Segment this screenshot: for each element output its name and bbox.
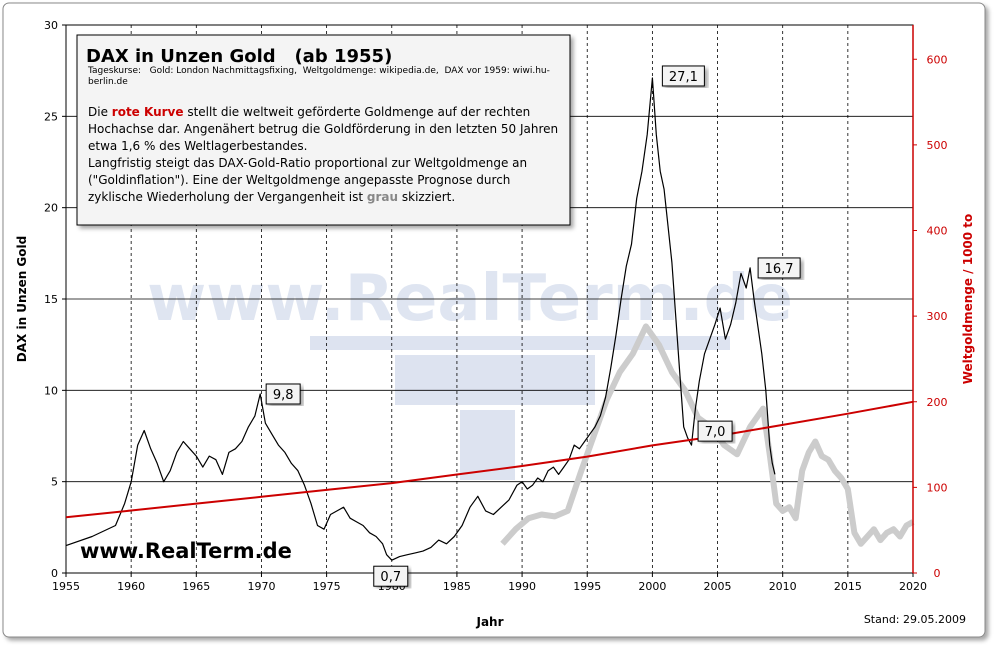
x-tick-label: 1960 [117, 580, 145, 593]
annotation-box [757, 257, 801, 279]
x-tick-label: 1985 [443, 580, 471, 593]
x-tick-label: 1995 [573, 580, 601, 593]
series-line-2 [65, 400, 914, 519]
series-line-0 [65, 77, 776, 561]
watermark-column [460, 410, 515, 480]
website-label: www.RealTerm.de [80, 539, 292, 563]
annotation-label: 7,0 [705, 425, 726, 440]
annotation-box [661, 65, 705, 87]
y-tick-label: 5 [51, 476, 58, 489]
series-layer [65, 77, 915, 561]
chart-subtitle: Tageskurse: Gold: London Nachmittagsfixi… [88, 66, 550, 87]
x-tick-label: 2015 [834, 580, 862, 593]
chart-title: DAX in Unzen Gold (ab 1955) [86, 46, 392, 67]
y-tick-label: 15 [44, 293, 58, 306]
y2-tick-label: 0 [934, 567, 941, 580]
series-line-1 [500, 323, 915, 547]
annotation-box [373, 565, 409, 587]
annotation-box [265, 383, 301, 405]
y-tick-label: 25 [44, 110, 58, 123]
annotation-label: 16,7 [765, 262, 794, 277]
x-tick-label: 1975 [313, 580, 341, 593]
y-axis-title: DAX in Unzen Gold [15, 236, 29, 362]
y2-tick-label: 200 [927, 396, 948, 409]
stand-date: Stand: 29.05.2009 [864, 613, 966, 626]
description-run: Die [88, 105, 112, 119]
y2-tick-label: 100 [927, 481, 948, 494]
subtitle-container: Tageskurse: Gold: London Nachmittagsfixi… [88, 66, 550, 87]
x-tick-label: 2000 [638, 580, 666, 593]
x-tick-label: 2005 [704, 580, 732, 593]
description-run: grau [366, 190, 399, 204]
annotation-box [697, 420, 733, 442]
description-paragraph-2: Langfristig steigt das DAX-Gold-Ratio pr… [88, 155, 566, 206]
annotation-label: 0,7 [380, 570, 401, 585]
y-tick-label: 30 [44, 19, 58, 32]
x-tick-label: 2010 [769, 580, 797, 593]
y2-tick-label: 500 [927, 139, 948, 152]
x-tick-label: 1970 [247, 580, 275, 593]
description-paragraph-1: Die rote Kurve stellt die weltweit geför… [88, 104, 566, 155]
annotation-label: 9,8 [273, 388, 294, 403]
y2-tick-label: 300 [927, 310, 948, 323]
y2-axis-title: Weltgoldmenge / 1000 to [961, 214, 975, 385]
description-run: stellt die weltweit geförderte Goldmenge… [88, 105, 559, 153]
x-tick-label: 2020 [899, 580, 927, 593]
y-tick-label: 20 [44, 202, 58, 215]
x-tick-label: 1990 [508, 580, 536, 593]
watermark-bar [310, 336, 730, 350]
y2-tick-label: 400 [927, 225, 948, 238]
y2-tick-label: 600 [927, 53, 948, 66]
description-run: rote Kurve [111, 105, 184, 119]
description-run: Langfristig steigt das DAX-Gold-Ratio pr… [88, 156, 528, 204]
x-tick-label: 1965 [182, 580, 210, 593]
x-axis-title: Jahr [475, 615, 503, 629]
y-tick-label: 10 [44, 384, 58, 397]
annotations: 27,1 16,7 9,8 7,0 0,7 [265, 65, 801, 587]
y-tick-label: 0 [51, 567, 58, 580]
watermark-block [395, 355, 595, 405]
description-run: skizziert. [398, 190, 456, 204]
axes: 1955196019651970197519801985199019952000… [44, 19, 948, 593]
info-box [76, 34, 571, 226]
description-container: Die rote Kurve stellt die weltweit geför… [88, 104, 566, 206]
annotation-label: 27,1 [669, 70, 698, 85]
x-tick-label: 1955 [52, 580, 80, 593]
